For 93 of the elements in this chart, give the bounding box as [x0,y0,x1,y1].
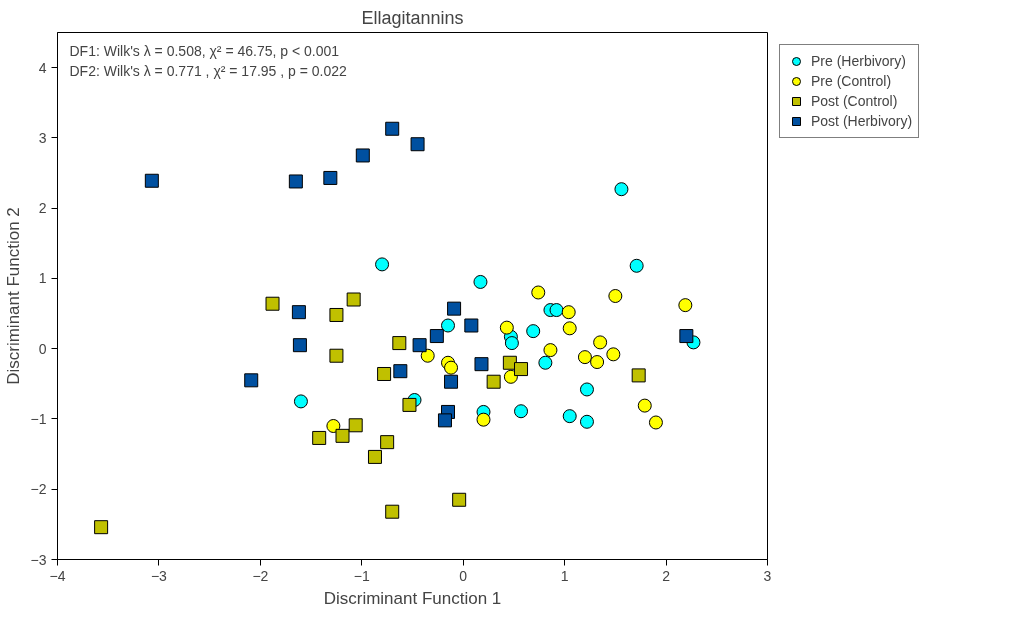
x-tick-label: −2 [252,567,269,584]
point [402,397,417,412]
point [538,355,553,370]
legend-label: Post (Control) [811,93,898,109]
point [561,305,576,320]
legend-label: Pre (Herbivory) [811,53,906,69]
point [514,404,529,419]
point [291,305,306,320]
x-tick-label: −4 [49,567,66,584]
point [94,520,109,535]
y-tick-label: −2 [30,481,47,498]
legend-label: Post (Herbivory) [811,113,913,129]
point [531,285,546,300]
point [437,413,452,428]
y-tick-label: 2 [38,200,47,217]
point [375,257,390,272]
y-tick-label: 4 [38,59,47,76]
y-axis-title: Discriminant Function 2 [3,207,23,385]
chart-title: Ellagitannins [361,7,464,28]
point [464,318,479,333]
x-axis-title: Discriminant Function 1 [323,588,502,608]
point [346,292,361,307]
point [526,324,541,339]
point [606,347,621,362]
x-tick-label: −1 [353,567,370,584]
point [265,296,280,311]
annotation: DF1: Wilk's λ = 0.508, χ² = 46.75, p < 0.001 [69,42,340,59]
y-tick-label: −1 [30,410,47,427]
point [329,348,344,363]
point [476,412,491,427]
y-tick-label: −3 [30,551,47,568]
point [355,148,370,163]
point [410,137,425,152]
point [429,329,444,344]
x-tick-label: 2 [662,567,671,584]
point [385,504,400,519]
y-tick-label: 3 [38,129,47,146]
point [420,348,435,363]
point [486,374,501,389]
point [474,357,489,372]
point [579,382,594,397]
point [393,364,408,379]
point [444,374,459,389]
point [631,368,646,383]
annotation: DF2: Wilk's λ = 0.771 , χ² = 17.95 , p = 0.022 [69,62,348,79]
point [323,170,338,185]
point [579,414,594,429]
point [499,320,514,335]
point [473,274,488,289]
point [577,350,592,365]
point [614,182,629,197]
point [514,362,529,377]
y-tick-label: 0 [38,340,47,357]
point [593,335,608,350]
point [144,173,159,188]
point [288,174,303,189]
point [590,355,605,370]
x-tick-label: 3 [763,567,772,584]
point [392,336,407,351]
point [348,418,363,433]
point [504,336,519,351]
point [385,121,400,136]
point [377,367,392,381]
x-tick-label: 1 [560,567,569,584]
legend-label: Pre (Control) [811,73,892,89]
point [543,343,558,358]
point [678,298,693,313]
point [292,338,307,353]
point [367,449,382,464]
point [326,419,341,433]
x-tick-label: 0 [459,567,468,584]
point [629,258,644,273]
point [335,428,350,443]
point [637,398,652,413]
point [562,321,577,336]
point [244,373,259,388]
point [452,492,467,507]
y-tick-label: 1 [38,270,47,287]
point [608,289,623,303]
point [329,307,344,322]
point [412,338,427,353]
point [648,415,663,430]
point [679,329,694,344]
point [312,430,327,445]
point [441,318,455,333]
point [380,435,395,450]
point [549,303,564,318]
point [293,394,308,409]
point [447,301,462,316]
point [562,409,577,424]
x-tick-label: −3 [150,567,168,584]
point [503,369,518,384]
point [444,360,459,375]
